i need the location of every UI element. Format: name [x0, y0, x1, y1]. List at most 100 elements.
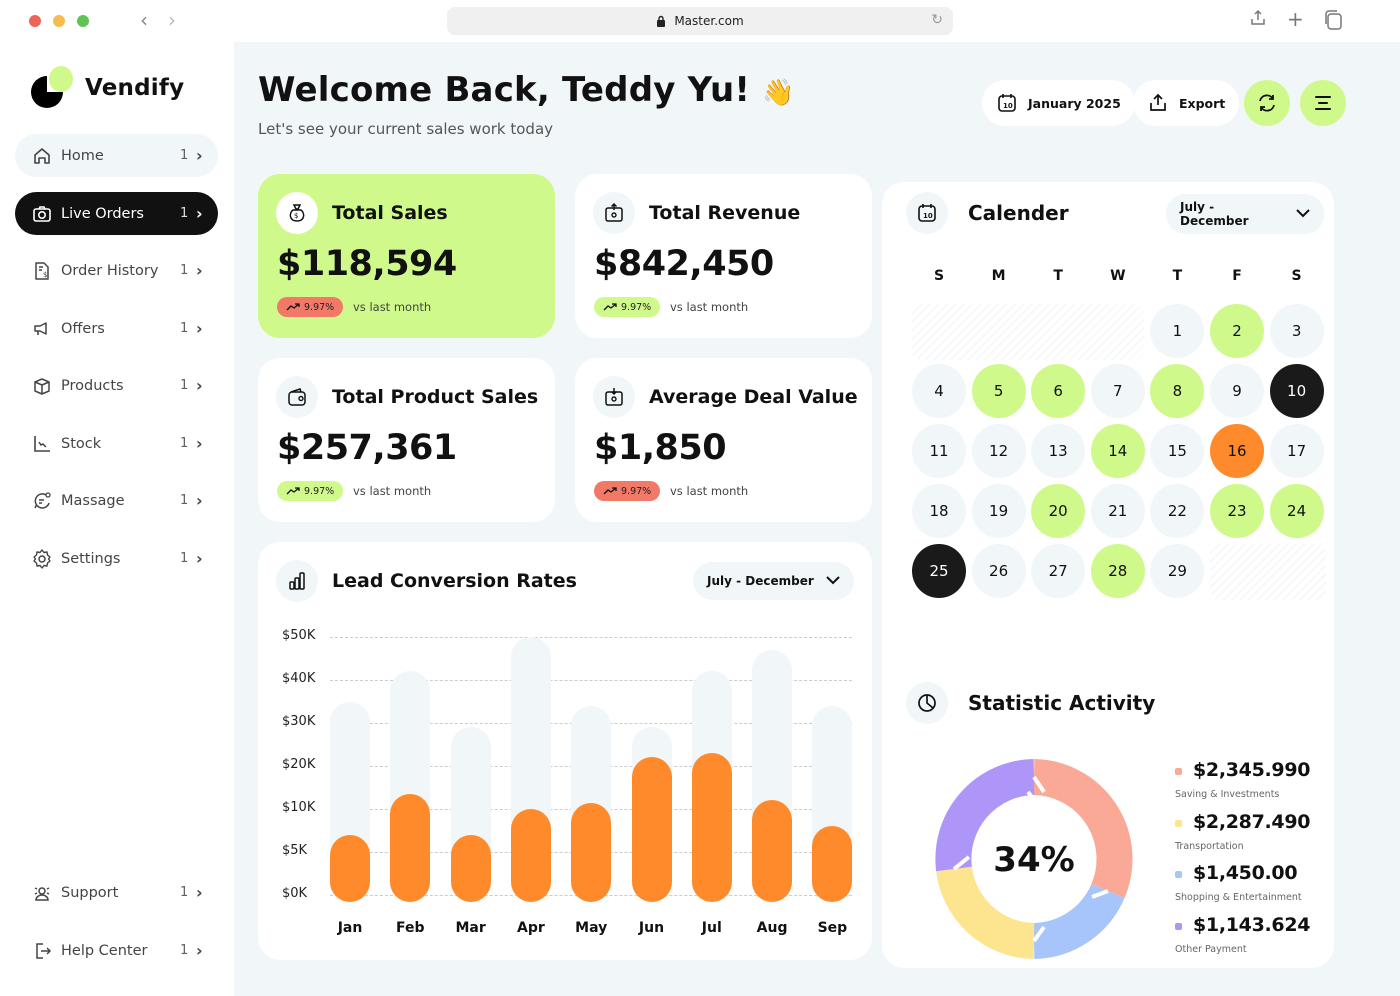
sidebar-item-label: Settings	[61, 550, 121, 567]
calendar-day[interactable]: 17	[1269, 424, 1324, 478]
share-icon[interactable]	[1249, 9, 1267, 32]
weekday-label: W	[1110, 268, 1126, 284]
stat-card-average-deal-value: Average Deal Value $1,850 9.97% vs last …	[575, 358, 872, 522]
megaphone-icon	[31, 318, 53, 340]
calendar-day[interactable]: 26	[971, 544, 1026, 598]
stat-title: Total Product Sales	[332, 386, 539, 408]
gear-icon	[31, 548, 53, 570]
bar-value[interactable]	[450, 834, 491, 902]
bar-value[interactable]	[812, 826, 853, 902]
x-axis-label: Jun	[638, 920, 665, 936]
chevron-down-icon	[826, 573, 840, 589]
calendar-day[interactable]: 6	[1031, 364, 1086, 418]
calendar-day[interactable]: 20	[1031, 484, 1086, 538]
bar-value[interactable]	[631, 757, 672, 902]
trend-up-icon	[286, 487, 300, 495]
stat-value: $842,450	[594, 244, 774, 284]
address-bar[interactable]: Master.com ↻	[447, 7, 953, 35]
trend-up-icon	[286, 303, 300, 311]
calendar-day[interactable]: 16	[1210, 424, 1264, 478]
calendar-range-dropdown[interactable]: July - December	[1166, 194, 1324, 234]
range-label: July - December	[1180, 200, 1249, 228]
export-button[interactable]: Export	[1133, 80, 1240, 126]
sidebar-item-products[interactable]: Products 1 ›	[15, 364, 218, 407]
stat-value: $118,594	[277, 244, 457, 284]
back-icon[interactable]: ‹	[140, 8, 148, 32]
calendar-day[interactable]: 13	[1031, 424, 1086, 478]
calendar-day[interactable]: 27	[1031, 544, 1086, 598]
y-axis-tick: $20K	[282, 757, 316, 772]
donut-chart: 34%	[935, 759, 1133, 959]
forward-icon[interactable]: ›	[168, 8, 176, 32]
sidebar-item-order-history[interactable]: $ Order History 1 ›	[15, 249, 218, 292]
chart-range-dropdown[interactable]: July - December	[693, 562, 854, 600]
calendar-day[interactable]: 24	[1269, 484, 1324, 538]
bar-value[interactable]	[330, 834, 370, 902]
refresh-button[interactable]	[1244, 80, 1290, 126]
reload-icon[interactable]: ↻	[931, 12, 943, 28]
sidebar-item-help-center[interactable]: Help Center 1 ›	[15, 929, 218, 972]
calendar-day[interactable]: 11	[912, 424, 966, 478]
bar-value[interactable]	[510, 809, 551, 902]
bar-value[interactable]	[752, 800, 793, 902]
x-axis-label: Jul	[701, 920, 722, 936]
menu-button[interactable]	[1300, 80, 1346, 126]
calendar-day[interactable]: 22	[1150, 484, 1205, 538]
x-axis-label: Mar	[455, 920, 486, 936]
calendar-day[interactable]: 18	[912, 484, 966, 538]
calendar-day[interactable]: 8	[1150, 364, 1205, 418]
calendar-day[interactable]: 29	[1150, 544, 1205, 598]
sidebar-item-massage[interactable]: Massage 1 ›	[15, 479, 218, 522]
calendar-day[interactable]: 25	[912, 544, 966, 598]
calendar-day[interactable]: 19	[971, 484, 1026, 538]
close-window-button[interactable]	[29, 15, 41, 27]
legend-swatch	[1175, 871, 1182, 878]
calendar-day[interactable]: 4	[912, 364, 966, 418]
sidebar-item-settings[interactable]: Settings 1 ›	[15, 537, 218, 580]
sidebar-item-live-orders[interactable]: Live Orders 1 ›	[15, 192, 218, 235]
stat-card-total-sales: $ Total Sales $118,594 9.97% vs last mon…	[258, 174, 555, 338]
chart-title: Lead Conversion Rates	[332, 570, 577, 592]
calendar-day[interactable]: 15	[1150, 424, 1205, 478]
sidebar-item-home[interactable]: Home 1 ›	[15, 134, 218, 177]
calendar-day[interactable]: 14	[1090, 424, 1145, 478]
calendar-day[interactable]: 7	[1090, 364, 1145, 418]
calendar-day[interactable]: 10	[1269, 364, 1324, 418]
sidebar-item-support[interactable]: Support 1 ›	[15, 871, 218, 914]
wallet-icon	[276, 376, 318, 418]
calendar-day[interactable]: 5	[971, 364, 1026, 418]
calendar-day[interactable]: 9	[1210, 364, 1264, 418]
brand-logo[interactable]: Vendify	[31, 66, 184, 110]
calendar-day[interactable]: 2	[1210, 304, 1264, 358]
sidebar-item-count: 1	[180, 263, 189, 278]
date-picker-button[interactable]: 10 January 2025	[982, 80, 1135, 126]
minimize-window-button[interactable]	[53, 15, 65, 27]
sidebar-item-count: 1	[180, 885, 189, 900]
x-axis-label: Sep	[817, 920, 848, 936]
chevron-right-icon: ›	[196, 491, 203, 510]
calendar-day[interactable]: 3	[1269, 304, 1324, 358]
sidebar-item-offers[interactable]: Offers 1 ›	[15, 307, 218, 350]
calendar-day[interactable]: 1	[1150, 304, 1205, 358]
camera-icon	[31, 203, 53, 225]
tabs-overview-icon[interactable]	[1323, 9, 1343, 36]
stat-title: Total Revenue	[649, 202, 801, 224]
bar-value[interactable]	[571, 802, 612, 902]
bar-value[interactable]	[691, 753, 732, 902]
sidebar-item-label: Live Orders	[61, 205, 144, 222]
calendar-day[interactable]: 21	[1090, 484, 1145, 538]
sidebar-item-count: 1	[180, 321, 189, 336]
bar-value[interactable]	[390, 793, 431, 902]
calendar-day[interactable]: 23	[1210, 484, 1264, 538]
sidebar-item-stock[interactable]: Stock 1 ›	[15, 422, 218, 465]
chevron-right-icon: ›	[196, 319, 203, 338]
maximize-window-button[interactable]	[77, 15, 89, 27]
new-tab-icon[interactable]: +	[1287, 7, 1304, 31]
calendar-day[interactable]: 12	[971, 424, 1026, 478]
statistic-title: Statistic Activity	[968, 691, 1156, 715]
lock-icon	[657, 15, 666, 27]
stat-caption: vs last month	[353, 300, 432, 314]
x-axis-label: May	[575, 920, 608, 936]
calendar-day[interactable]: 28	[1090, 544, 1145, 598]
